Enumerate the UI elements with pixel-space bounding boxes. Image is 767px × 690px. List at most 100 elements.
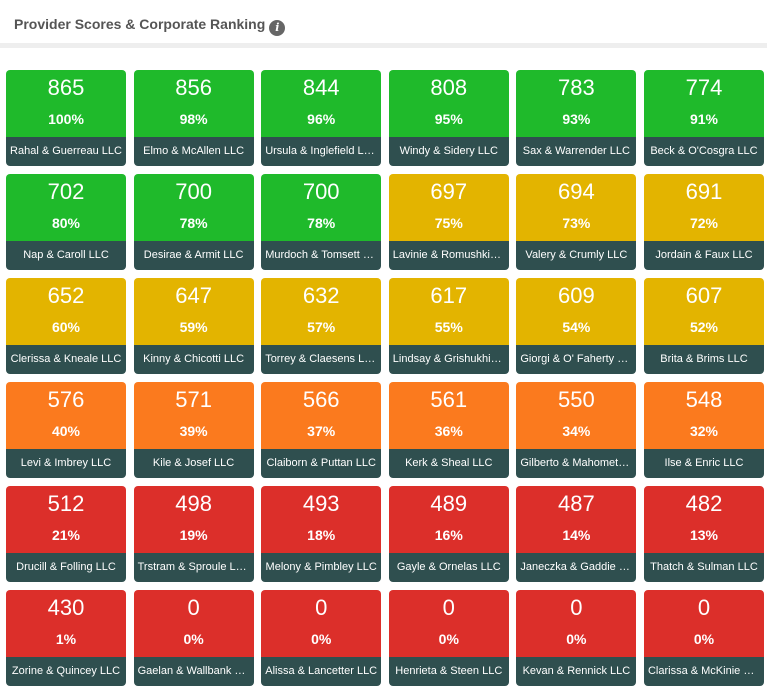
provider-percent: 0% [566,631,587,647]
provider-tile[interactable]: 691 72% Jordain & Faux LLC [643,174,764,270]
provider-name: Elmo & McAllen LLC [133,137,254,166]
provider-tile[interactable]: 561 36% Kerk & Sheal LLC [388,382,509,478]
score-panel: 561 36% [388,382,509,449]
provider-name: Lavinie & Romushkin LLC [388,241,509,270]
provider-score: 700 [302,179,340,204]
provider-tile[interactable]: 856 98% Elmo & McAllen LLC [133,70,254,166]
provider-name: Sax & Warrender LLC [516,137,637,166]
provider-percent: 95% [434,111,463,127]
provider-percent: 57% [307,319,336,335]
score-panel: 430 1% [6,590,126,657]
provider-name: Desirae & Armit LLC [133,241,254,270]
panel-header: Provider Scores & Corporate Ranking i [0,0,767,48]
provider-percent: 1% [55,631,77,647]
score-panel: 0 0% [133,590,254,657]
provider-tile[interactable]: 700 78% Murdoch & Tomsett LLC [261,174,382,270]
provider-name: Kile & Josef LLC [133,449,254,478]
score-panel: 550 34% [516,382,637,449]
provider-tile[interactable]: 865 100% Rahal & Guerreau LLC [6,70,126,166]
score-panel: 856 98% [133,70,254,137]
provider-tile[interactable]: 844 96% Ursula & Inglefield LLC [261,70,382,166]
provider-percent: 96% [307,111,336,127]
provider-percent: 14% [562,527,591,543]
provider-name: Torrey & Claesens LLC [261,345,382,374]
provider-tile[interactable]: 0 0% Alissa & Lancetter LLC [261,590,382,686]
provider-name: Melony & Pimbley LLC [261,553,382,582]
score-panel: 609 54% [516,278,637,345]
provider-name: Trstram & Sproule LLC [133,553,254,582]
provider-percent: 78% [179,215,208,231]
provider-tile[interactable]: 566 37% Claiborn & Puttan LLC [261,382,382,478]
provider-tile[interactable]: 652 60% Clerissa & Kneale LLC [6,278,126,374]
score-panel: 694 73% [516,174,637,241]
score-panel: 566 37% [261,382,382,449]
score-panel: 697 75% [388,174,509,241]
provider-percent: 80% [51,215,81,231]
provider-score: 697 [430,179,468,204]
score-panel: 632 57% [261,278,382,345]
provider-percent: 21% [51,527,81,543]
provider-tile[interactable]: 647 59% Kinny & Chicotti LLC [133,278,254,374]
score-panel: 498 19% [133,486,254,553]
page-title-text: Provider Scores & Corporate Ranking [14,16,266,32]
provider-percent: 0% [693,631,715,647]
provider-tile[interactable]: 632 57% Torrey & Claesens LLC [261,278,382,374]
provider-percent: 73% [562,215,591,231]
provider-tile[interactable]: 783 93% Sax & Warrender LLC [516,70,637,166]
provider-tile[interactable]: 576 40% Levi & Imbrey LLC [6,382,126,478]
provider-score: 607 [685,283,723,308]
provider-percent: 18% [307,527,336,543]
provider-tile[interactable]: 430 1% Zorine & Quincey LLC [6,590,126,686]
provider-score: 808 [430,75,468,100]
provider-name: Rahal & Guerreau LLC [6,137,126,166]
provider-name: Zorine & Quincey LLC [6,657,126,686]
provider-tile[interactable]: 808 95% Windy & Sidery LLC [388,70,509,166]
provider-tile[interactable]: 702 80% Nap & Caroll LLC [6,174,126,270]
provider-tile[interactable]: 774 91% Beck & O'Cosgra LLC [643,70,764,166]
provider-score: 548 [685,387,723,412]
provider-tile[interactable]: 694 73% Valery & Crumly LLC [516,174,637,270]
provider-tile[interactable]: 700 78% Desirae & Armit LLC [133,174,254,270]
provider-tile[interactable]: 548 32% Ilse & Enric LLC [643,382,764,478]
provider-percent: 98% [179,111,208,127]
provider-tile[interactable]: 489 16% Gayle & Ornelas LLC [388,486,509,582]
provider-name: Drucill & Folling LLC [6,553,126,582]
provider-tile[interactable]: 0 0% Clarissa & McKinie LLC [643,590,764,686]
provider-tile[interactable]: 550 34% Gilberto & Mahometo LLC [516,382,637,478]
provider-tile[interactable]: 493 18% Melony & Pimbley LLC [261,486,382,582]
provider-tile[interactable]: 571 39% Kile & Josef LLC [133,382,254,478]
provider-score: 571 [175,387,212,412]
provider-percent: 78% [307,215,336,231]
score-panel: 865 100% [6,70,126,137]
score-panel: 844 96% [261,70,382,137]
provider-score: 0 [187,595,200,620]
provider-name: Alissa & Lancetter LLC [261,657,382,686]
score-panel: 512 21% [6,486,126,553]
provider-tile[interactable]: 0 0% Kevan & Rennick LLC [516,590,637,686]
provider-score: 512 [47,491,85,516]
provider-tile[interactable]: 512 21% Drucill & Folling LLC [6,486,126,582]
provider-tile[interactable]: 697 75% Lavinie & Romushkin LLC [388,174,509,270]
provider-tile[interactable]: 498 19% Trstram & Sproule LLC [133,486,254,582]
provider-percent: 37% [307,423,336,439]
provider-name: Clarissa & McKinie LLC [643,657,764,686]
provider-tile[interactable]: 0 0% Henrieta & Steen LLC [388,590,509,686]
provider-name: Thatch & Sulman LLC [643,553,764,582]
provider-tile[interactable]: 0 0% Gaelan & Wallbank LLC [133,590,254,686]
provider-name: Valery & Crumly LLC [516,241,637,270]
info-icon[interactable]: i [269,20,286,36]
provider-tile[interactable]: 482 13% Thatch & Sulman LLC [643,486,764,582]
provider-tile[interactable]: 487 14% Janeczka & Gaddie LLC [516,486,637,582]
score-panel: 548 32% [643,382,764,449]
provider-tile[interactable]: 607 52% Brita & Brims LLC [643,278,764,374]
provider-percent: 40% [51,423,81,439]
provider-percent: 32% [689,423,718,439]
provider-score: 487 [558,491,595,516]
provider-percent: 59% [179,319,208,335]
provider-score: 0 [442,595,455,620]
provider-name: Kevan & Rennick LLC [516,657,637,686]
provider-percent: 60% [51,319,81,335]
provider-tile[interactable]: 609 54% Giorgi & O' Faherty LLC [516,278,637,374]
provider-tile[interactable]: 617 55% Lindsay & Grishukhin LLC [388,278,509,374]
provider-name: Gaelan & Wallbank LLC [133,657,254,686]
